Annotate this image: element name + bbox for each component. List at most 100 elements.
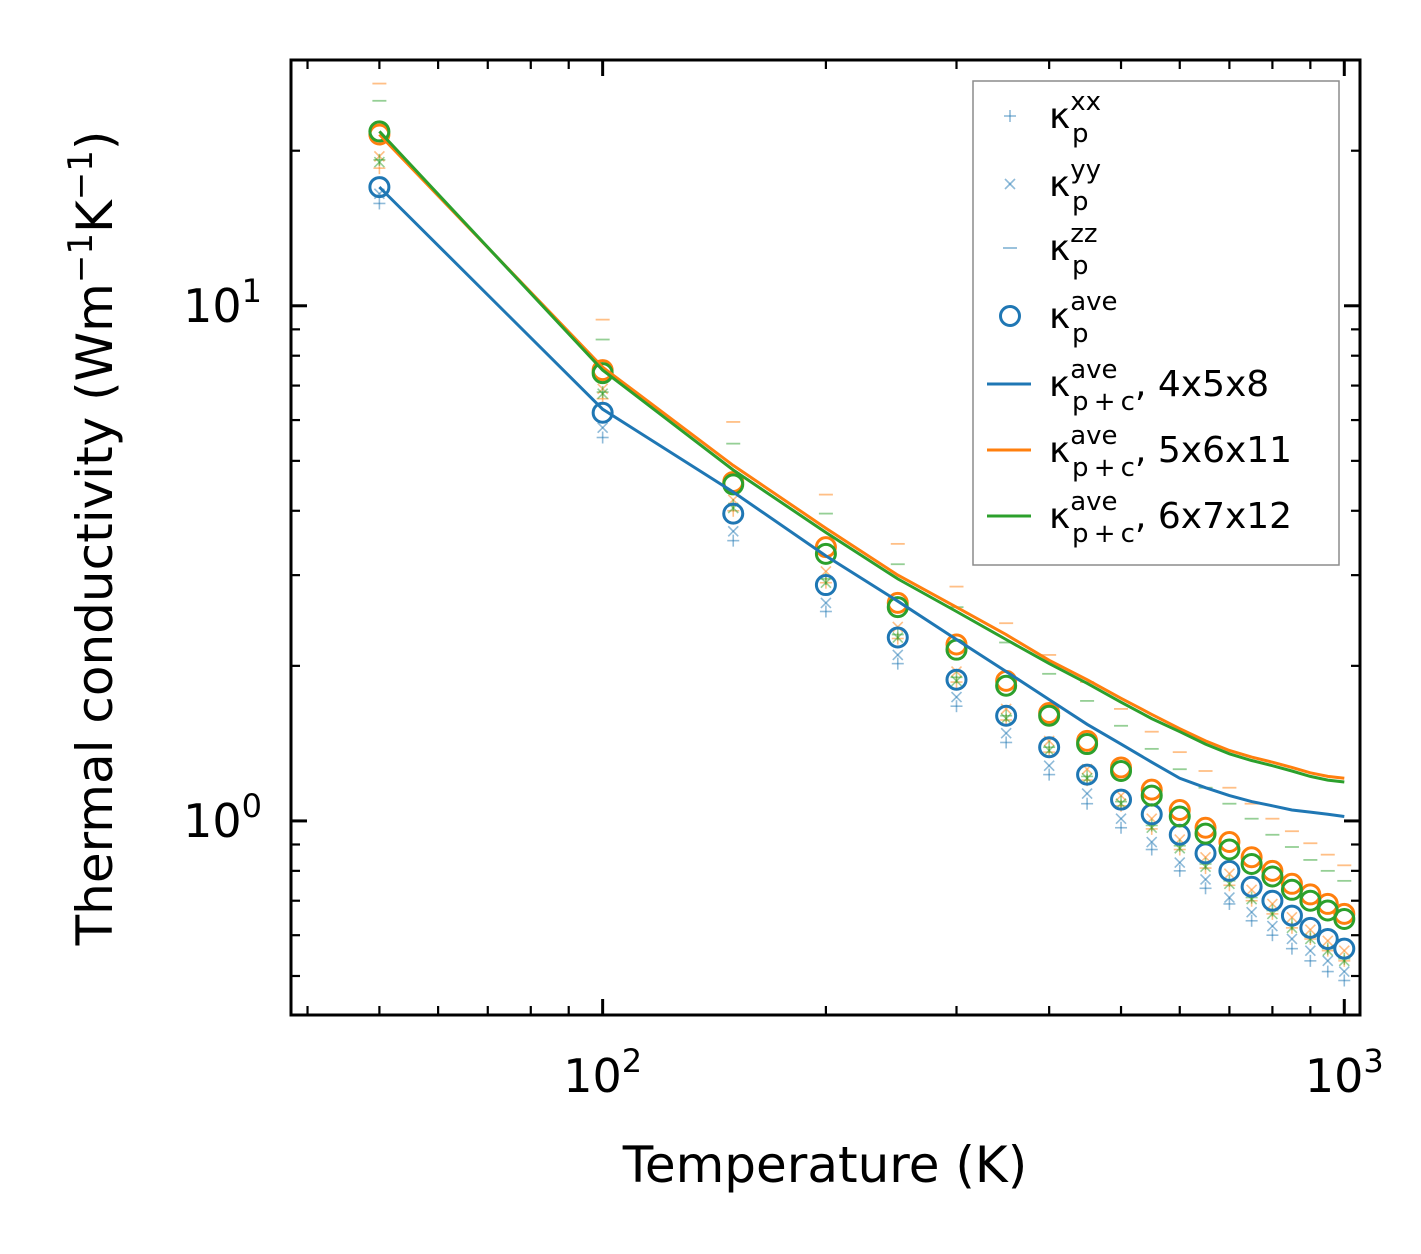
marker-yy (892, 631, 904, 644)
marker-yy (1266, 920, 1278, 932)
marker-yy (1286, 911, 1298, 923)
x-tick-label: 103 (1305, 1042, 1384, 1103)
marker-xx (1115, 795, 1128, 808)
marker-ave (1240, 852, 1263, 875)
marker-xx (1173, 864, 1186, 877)
marker-xx (950, 700, 963, 713)
marker-yy (1115, 813, 1127, 825)
marker-ave (1168, 805, 1191, 828)
marker-ave (1140, 778, 1163, 801)
marker-xx (1285, 942, 1298, 955)
marker-xx (1000, 736, 1013, 749)
marker-yy (1338, 965, 1350, 978)
marker-ave (1194, 822, 1217, 845)
legend-label: κave p (1049, 287, 1118, 349)
marker-ave (1194, 816, 1217, 839)
marker-yy (1199, 851, 1212, 863)
marker-yy (1246, 884, 1258, 896)
marker-yy (1338, 945, 1350, 957)
marker-yy (373, 156, 385, 168)
marker-yy (1146, 836, 1158, 848)
marker-yy (1304, 924, 1316, 936)
marker-xx (1145, 843, 1158, 856)
x-axis-label: Temperature (K) (622, 1136, 1027, 1194)
marker-yy (820, 597, 832, 609)
marker-ave (886, 626, 909, 649)
marker-ave (1076, 763, 1099, 786)
marker-yy (1081, 788, 1093, 800)
marker-xx (1223, 897, 1236, 910)
marker-ave (1076, 733, 1099, 756)
legend-label: κave p + c, 5x6x11 (1049, 421, 1292, 483)
marker-yy (1246, 906, 1258, 918)
marker-yy (950, 675, 963, 687)
marker-yy (1266, 898, 1278, 910)
marker-yy (950, 691, 963, 703)
marker-xx (1000, 709, 1013, 722)
marker-ave (945, 668, 968, 691)
marker-yy (1043, 760, 1055, 772)
marker-ave (1240, 875, 1263, 898)
legend-label: κave p + c, 4x5x8 (1049, 355, 1269, 417)
legend-label: κzz p (1049, 219, 1098, 281)
marker-xx (1266, 929, 1279, 942)
marker-yy (1304, 945, 1316, 957)
marker-ave (814, 574, 837, 597)
marker-ave (1316, 899, 1339, 922)
marker-ave (1333, 908, 1356, 931)
marker-yy (597, 388, 609, 400)
marker-ave (1299, 916, 1322, 939)
marker-ave (814, 542, 837, 565)
marker-xx (1245, 914, 1258, 927)
marker-ave (722, 502, 745, 525)
legend-marker-icon (1004, 110, 1016, 122)
marker-yy (1199, 873, 1212, 885)
marker-ave (1140, 784, 1163, 807)
legend-label: κxx p (1049, 87, 1101, 149)
marker-xx (1145, 819, 1158, 832)
marker-ave (1261, 859, 1284, 882)
marker-yy (1000, 713, 1012, 725)
marker-yy (1322, 955, 1334, 967)
legend-label: κave p + c, 6x7x12 (1049, 487, 1292, 549)
marker-ave (368, 176, 391, 199)
marker-ave (1038, 736, 1061, 759)
y-label-exp: −1 (61, 150, 101, 200)
marker-ave (1218, 859, 1241, 882)
marker-ave (1261, 889, 1284, 912)
marker-ave (591, 401, 614, 424)
marker-ave (995, 704, 1018, 727)
y-tick-label: 101 (183, 272, 262, 333)
data-markers (368, 82, 1356, 987)
y-label-part: K (66, 199, 124, 233)
marker-xx (1081, 797, 1094, 810)
marker-yy (1043, 744, 1055, 757)
marker-xx (727, 534, 740, 547)
legend-marker-icon (1004, 178, 1016, 190)
marker-xx (373, 197, 386, 210)
y-label-part: Thermal conductivity (Wm (66, 283, 124, 946)
marker-yy (1081, 772, 1093, 784)
marker-yy (1000, 727, 1012, 739)
marker-xx (1304, 954, 1317, 967)
marker-ave (1110, 788, 1133, 811)
marker-xx (373, 153, 386, 166)
marker-ave (1168, 799, 1191, 822)
y-label-exp: −1 (61, 233, 101, 283)
marker-yy (1322, 935, 1334, 947)
marker-yy (1223, 891, 1235, 904)
tick-labels: 102 103 100 101 (183, 272, 1384, 1103)
marker-yy (1223, 868, 1235, 880)
marker-xx (1338, 974, 1351, 987)
marker-ave (368, 120, 391, 143)
series-line (378, 133, 1345, 780)
marker-ave (995, 674, 1018, 697)
marker-ave (1038, 704, 1061, 727)
series-line (378, 186, 1345, 818)
y-axis-label: Thermal conductivity (Wm−1K−1) (61, 131, 124, 947)
data-lines (378, 130, 1345, 818)
marker-xx (819, 605, 832, 618)
marker-xx (596, 431, 609, 444)
